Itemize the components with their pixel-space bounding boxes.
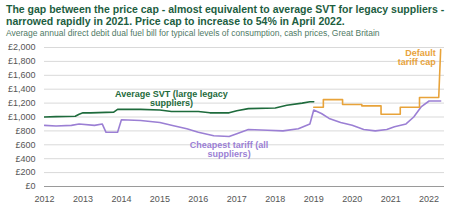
svg-text:2016: 2016 [188, 194, 208, 204]
svg-text:£1,000: £1,000 [8, 112, 36, 122]
svg-text:2022: 2022 [419, 194, 439, 204]
svg-text:Defaulttariff cap: Defaulttariff cap [398, 48, 437, 67]
svg-text:£200: £200 [15, 167, 35, 177]
svg-text:2021: 2021 [381, 194, 401, 204]
html-text:Average annual direct debit du: Average annual direct debit dual fuel bi… [6, 28, 380, 38]
svg-text:2012: 2012 [34, 194, 54, 204]
svg-text:£0: £0 [25, 181, 35, 191]
svg-text:2020: 2020 [342, 194, 362, 204]
svg-text:Cheapest tariff (allsuppliers): Cheapest tariff (allsuppliers) [190, 140, 269, 159]
svg-text:£800: £800 [15, 126, 35, 136]
svg-text:£1,800: £1,800 [8, 56, 36, 66]
svg-text:£2,000: £2,000 [8, 42, 36, 52]
svg-text:2017: 2017 [227, 194, 247, 204]
svg-text:£1,200: £1,200 [8, 98, 36, 108]
svg-text:Average SVT (large legacysuppl: Average SVT (large legacysuppliers) [115, 89, 228, 108]
svg-text:2013: 2013 [73, 194, 93, 204]
svg-text:2019: 2019 [304, 194, 324, 204]
svg-text:2014: 2014 [111, 194, 131, 204]
html-text:The gap between the price cap: The gap between the price cap - almost e… [6, 3, 445, 27]
svg-text:2015: 2015 [150, 194, 170, 204]
svg-text:£1,400: £1,400 [8, 84, 36, 94]
svg-text:£400: £400 [15, 154, 35, 164]
svg-text:£600: £600 [15, 140, 35, 150]
svg-text:2018: 2018 [265, 194, 285, 204]
svg-text:£1,600: £1,600 [8, 70, 36, 80]
